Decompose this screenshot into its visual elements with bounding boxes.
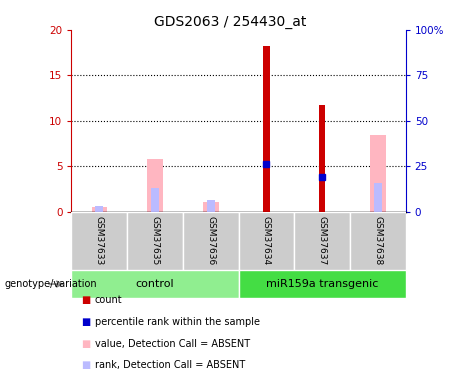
Text: genotype/variation: genotype/variation: [5, 279, 97, 289]
Bar: [91, 207, 107, 212]
Bar: [370, 135, 385, 212]
Bar: [71, 212, 127, 270]
Bar: [238, 270, 406, 298]
Text: percentile rank within the sample: percentile rank within the sample: [95, 317, 260, 327]
Bar: [319, 105, 325, 212]
Bar: [147, 159, 163, 212]
Text: GDS2063 / 254430_at: GDS2063 / 254430_at: [154, 15, 307, 29]
Bar: [263, 46, 270, 212]
Text: ■: ■: [81, 339, 90, 348]
Text: value, Detection Call = ABSENT: value, Detection Call = ABSENT: [95, 339, 249, 348]
Text: control: control: [136, 279, 174, 289]
Text: ■: ■: [81, 295, 90, 305]
Text: GSM37637: GSM37637: [318, 216, 327, 266]
Bar: [127, 212, 183, 270]
Bar: [183, 212, 238, 270]
Text: GSM37634: GSM37634: [262, 216, 271, 266]
Bar: [95, 206, 103, 212]
Text: GSM37638: GSM37638: [373, 216, 382, 266]
Bar: [374, 183, 382, 212]
Text: miR159a transgenic: miR159a transgenic: [266, 279, 378, 289]
Bar: [238, 212, 294, 270]
Bar: [203, 202, 219, 212]
Bar: [294, 212, 350, 270]
Text: GSM37635: GSM37635: [150, 216, 160, 266]
Text: count: count: [95, 295, 122, 305]
Text: GSM37636: GSM37636: [206, 216, 215, 266]
Bar: [350, 212, 406, 270]
Bar: [151, 188, 159, 212]
Text: ■: ■: [81, 360, 90, 370]
Text: rank, Detection Call = ABSENT: rank, Detection Call = ABSENT: [95, 360, 245, 370]
Text: ■: ■: [81, 317, 90, 327]
Bar: [207, 200, 215, 212]
Bar: [71, 270, 239, 298]
Text: GSM37633: GSM37633: [95, 216, 104, 266]
